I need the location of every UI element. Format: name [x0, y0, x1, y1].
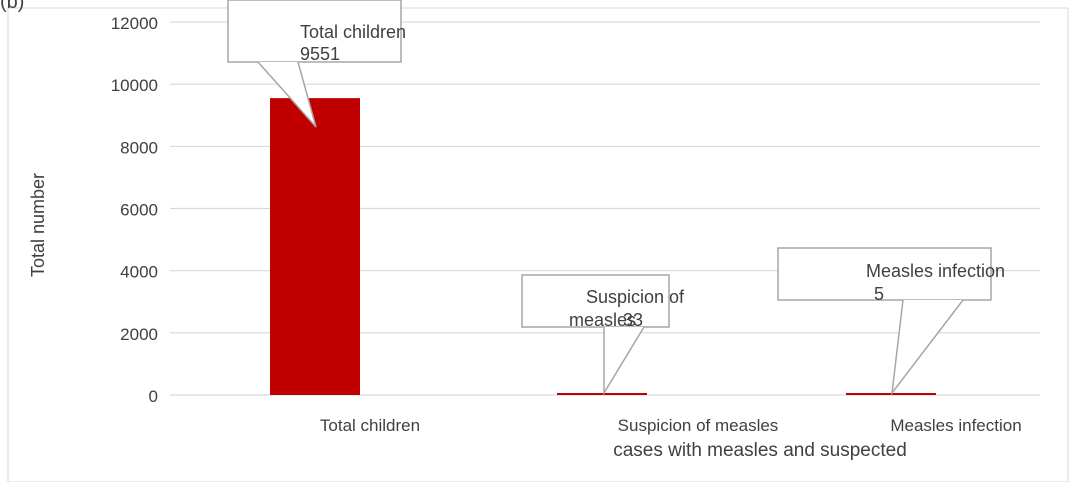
callout-pointer — [603, 326, 645, 396]
y-tick-label: 2000 — [120, 325, 158, 344]
y-tick-label: 6000 — [120, 201, 158, 220]
bars — [270, 98, 936, 396]
callout-text: 5 — [874, 284, 884, 304]
y-tick-labels: 0 2000 4000 6000 8000 10000 12000 — [111, 14, 158, 406]
callout-box — [777, 247, 992, 301]
callout-text: Measles infection — [866, 261, 1005, 281]
bar — [557, 393, 647, 395]
y-axis-title: Total number — [28, 173, 48, 277]
callout-box — [227, 0, 402, 63]
callout-text: measles — [569, 310, 636, 330]
y-tick-label: 10000 — [111, 76, 158, 95]
data-callout: Measles infection 5 — [777, 247, 1005, 396]
x-tick-labels: Total children Suspicion of measles Measle… — [320, 416, 1022, 435]
x-axis-title: cases with measles and suspected — [613, 440, 907, 461]
callout-pointer — [890, 299, 964, 396]
x-tick-label: Suspicion of measles — [618, 416, 779, 435]
callout-text: Suspicion of — [586, 287, 685, 307]
bar — [270, 98, 360, 396]
callout-text: 9551 — [300, 44, 340, 64]
y-tick-label: 8000 — [120, 138, 158, 157]
x-tick-label: Measles infection — [890, 416, 1021, 435]
chart-frame — [7, 7, 1069, 483]
y-tick-label: 4000 — [120, 263, 158, 282]
y-tick-label: 12000 — [111, 14, 158, 33]
panel-label: (b) — [0, 0, 24, 13]
y-tick-label: 0 — [149, 387, 158, 406]
x-tick-label: Total children — [320, 416, 420, 435]
callout-pointer — [257, 61, 317, 128]
callout-text: Total children — [300, 22, 406, 42]
callout-text: 33 — [623, 310, 643, 330]
bar — [846, 393, 936, 395]
callout-box — [521, 274, 670, 328]
